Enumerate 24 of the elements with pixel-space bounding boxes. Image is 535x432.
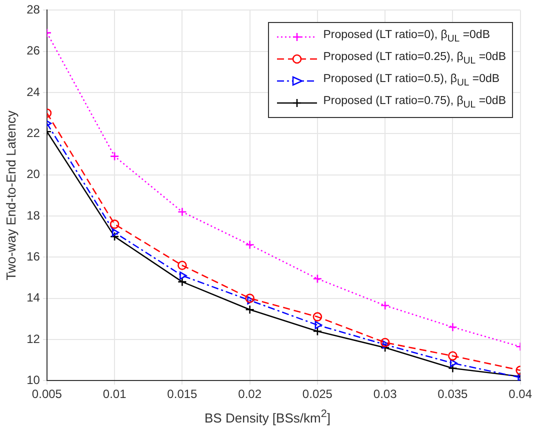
y-tick-label: 10 xyxy=(26,372,40,387)
y-tick-label: 26 xyxy=(26,44,40,58)
x-tick-label: 0.005 xyxy=(32,387,62,402)
x-tick-label: 0.03 xyxy=(373,387,398,402)
x-axis-title: BS Density [BSs/km$^{2}$] xyxy=(204,408,332,426)
y-tick-label: 20 xyxy=(26,167,40,182)
x-tick-label: 0.01 xyxy=(102,387,127,402)
y-tick-label: 18 xyxy=(26,208,40,222)
y-tick-label: 22 xyxy=(26,126,40,140)
legend-label: Proposed (LT ratio=0), β$_{UL}$ =0dB xyxy=(323,29,490,45)
legend-label: Proposed (LT ratio=0.75), β$_{UL}$ =0dB xyxy=(323,95,506,111)
y-tick-label: 12 xyxy=(26,332,40,346)
y-tick-label: 28 xyxy=(26,2,40,17)
y-tick-label: 24 xyxy=(26,84,40,99)
x-tick-label: 0.04 xyxy=(508,387,532,402)
x-tick-label: 0.015 xyxy=(167,387,198,402)
legend-label: Proposed (LT ratio=0.25), β$_{UL}$ =0dB xyxy=(323,51,506,67)
x-tick-label: 0.02 xyxy=(238,387,262,402)
y-tick-label: 14 xyxy=(26,290,40,305)
x-tick-label: 0.025 xyxy=(302,387,333,402)
y-axis-title: Two-way End-to-End Latency xyxy=(3,110,18,280)
x-tick-label: 0.035 xyxy=(438,387,468,402)
legend-label: Proposed (LT ratio=0.5), β$_{UL}$ =0dB xyxy=(323,73,500,89)
y-tick-label: 16 xyxy=(26,249,40,264)
